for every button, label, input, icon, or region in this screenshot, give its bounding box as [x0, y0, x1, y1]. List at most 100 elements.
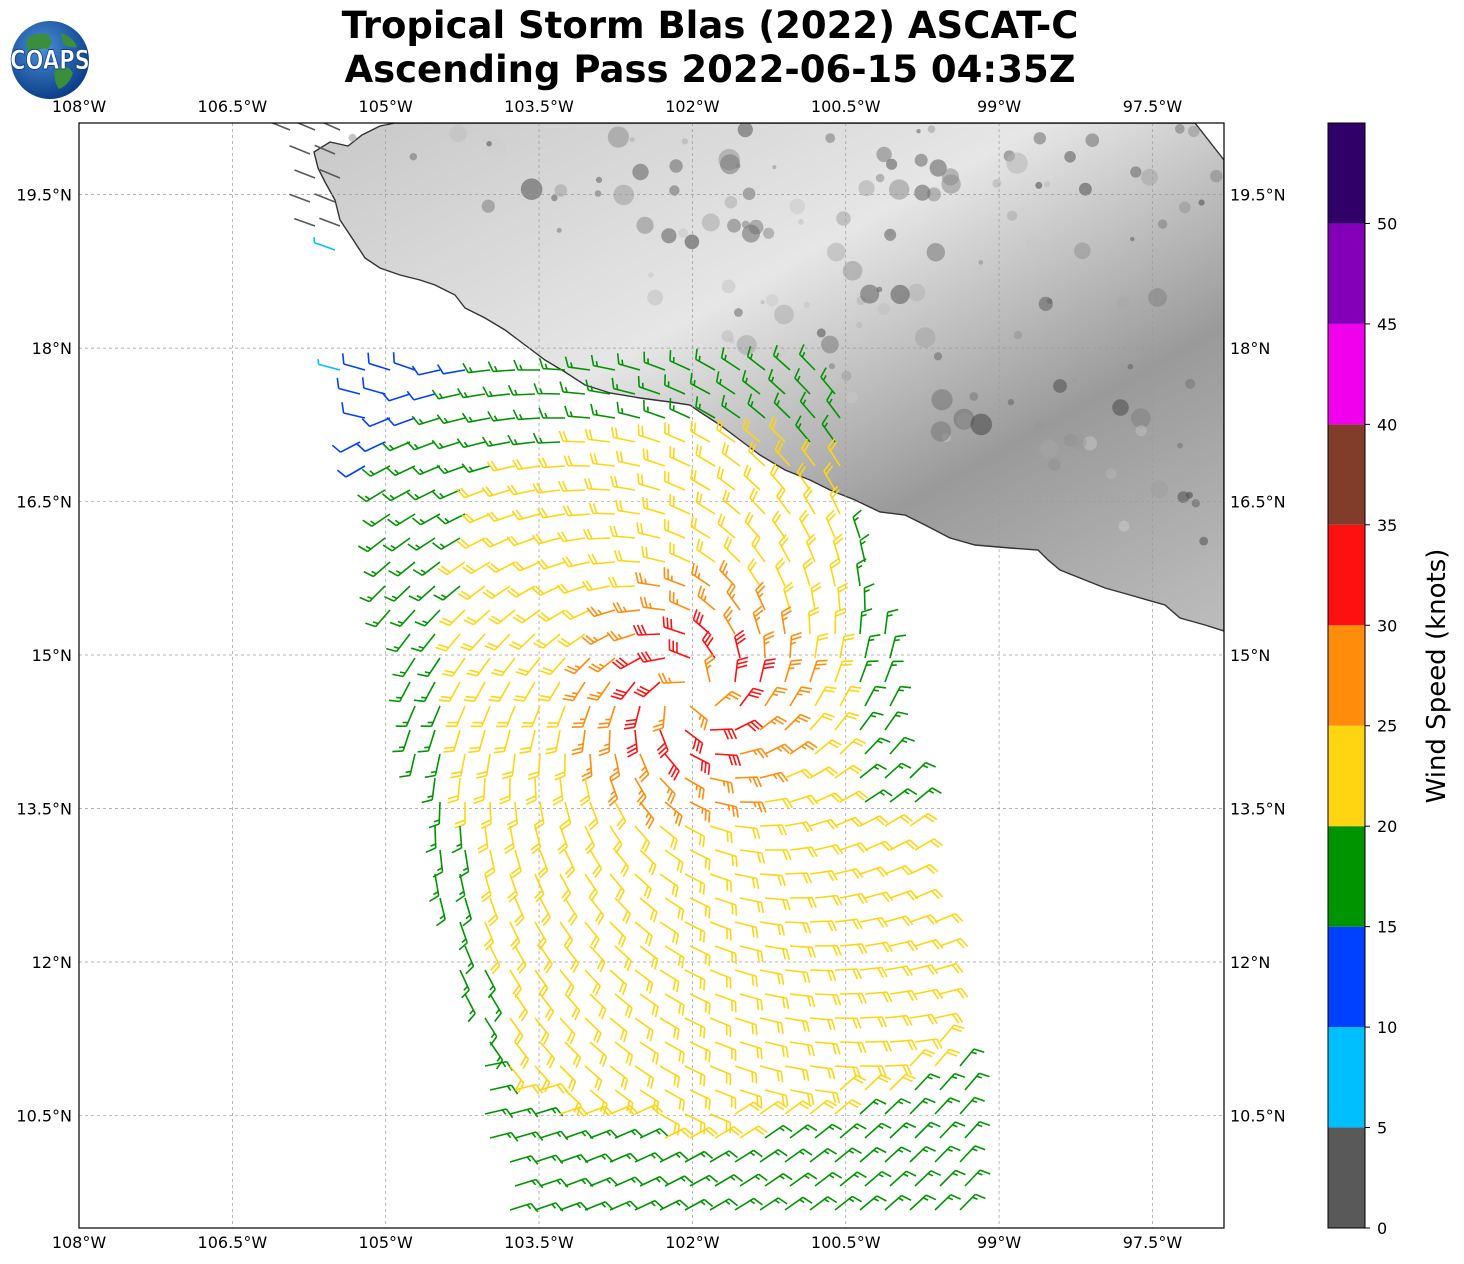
terrain-spot [1177, 442, 1183, 449]
wind-barb [607, 777, 619, 807]
wind-barb [615, 499, 641, 515]
wind-barb [784, 872, 813, 884]
wind-barb [296, 123, 316, 131]
wind-barb [684, 777, 705, 800]
wind-barb [809, 1017, 836, 1031]
wind-barb [768, 416, 786, 443]
wind-barb [669, 446, 691, 467]
wind-barb [482, 585, 511, 599]
wind-barb [319, 168, 341, 179]
wind-barb [834, 918, 863, 930]
lon-tick-bottom: 103.5°W [504, 1233, 574, 1252]
terrain-spot [1072, 378, 1077, 383]
wind-barb [515, 657, 541, 676]
wind-barb [429, 873, 440, 902]
wind-barb [709, 921, 732, 941]
colorbar-tick-label: 45 [1377, 315, 1397, 334]
wind-barb [889, 940, 919, 952]
wind-barb [539, 1041, 556, 1069]
wind-barb [721, 394, 741, 419]
wind-barb [709, 1065, 732, 1086]
wind-barb [607, 576, 636, 588]
wind-barb [428, 801, 441, 829]
wind-barb [759, 1197, 788, 1211]
wind-barb [934, 1097, 961, 1115]
wind-barb [802, 557, 814, 587]
wind-barb [959, 1145, 986, 1163]
wind-barb [447, 777, 461, 804]
terrain-spot [858, 180, 875, 197]
wind-barb [884, 814, 913, 827]
terrain-spot [856, 321, 863, 329]
wind-barb [613, 550, 641, 563]
wind-barb [839, 1123, 867, 1139]
wind-barb [564, 405, 591, 419]
terrain-spot [669, 185, 680, 196]
wind-barb [859, 916, 889, 928]
wind-barb [361, 465, 391, 477]
wind-barb [814, 739, 842, 755]
wind-barb [634, 1199, 664, 1211]
wind-barb [507, 873, 519, 903]
lon-tick-top: 108°W [52, 97, 107, 116]
terrain-spot [554, 184, 568, 197]
terrain-spot [816, 328, 826, 338]
wind-barb [609, 753, 621, 783]
wind-barb [759, 658, 776, 683]
wind-barb [538, 407, 566, 419]
wind-barb [759, 921, 786, 936]
lon-tick-bottom: 97.5°W [1123, 1233, 1183, 1252]
wind-barb [639, 1041, 660, 1065]
wind-barb [664, 993, 685, 1016]
wind-barb [289, 145, 311, 155]
wind-barb [451, 825, 463, 854]
wind-barb [537, 849, 549, 879]
wind-barb [717, 513, 736, 539]
lat-tick-left: 10.5°N [16, 1106, 72, 1125]
wind-barb [734, 1197, 763, 1211]
terrain-spot [721, 279, 736, 294]
wind-barb [771, 510, 786, 539]
wind-barb [564, 356, 591, 371]
wind-barb [889, 989, 918, 1002]
wind-barb [357, 489, 386, 503]
wind-barb [784, 821, 814, 833]
wind-barb [509, 1202, 539, 1213]
wind-barb [663, 470, 686, 491]
wind-barb [689, 1174, 719, 1187]
terrain-spot [1127, 363, 1134, 370]
wind-barb [809, 766, 838, 779]
wind-barb [684, 1198, 714, 1211]
terrain-spot [886, 158, 898, 170]
wind-barb [436, 414, 466, 425]
wind-barb [545, 729, 561, 755]
terrain-spot [449, 124, 467, 143]
terrain-spot [724, 195, 738, 209]
wind-barb [784, 1017, 810, 1033]
wind-barb [562, 681, 586, 702]
wind-barb [814, 894, 843, 906]
terrain-spot [1033, 132, 1047, 145]
wind-barb [764, 743, 794, 755]
wind-barb [357, 537, 386, 553]
wind-barb [709, 825, 733, 844]
terrain-spot [701, 213, 720, 232]
wind-barb [734, 1065, 758, 1084]
terrain-spot [481, 199, 495, 213]
colorbar-tick-label: 5 [1377, 1119, 1387, 1138]
wind-barb [539, 1130, 569, 1141]
wind-barb [659, 777, 676, 805]
wind-barb [759, 771, 789, 783]
wind-barb [859, 660, 879, 683]
wind-barb [537, 507, 566, 519]
wind-barb [611, 377, 636, 395]
wind-barb [439, 609, 466, 627]
wind-barb [590, 354, 616, 371]
wind-barb [751, 534, 766, 563]
terrain-spot [772, 165, 777, 170]
lon-tick-bottom: 108°W [52, 1233, 107, 1252]
terrain-spot [836, 211, 851, 226]
terrain-spot [1187, 125, 1200, 138]
wind-barb [395, 705, 416, 728]
wind-barb [814, 1041, 841, 1055]
